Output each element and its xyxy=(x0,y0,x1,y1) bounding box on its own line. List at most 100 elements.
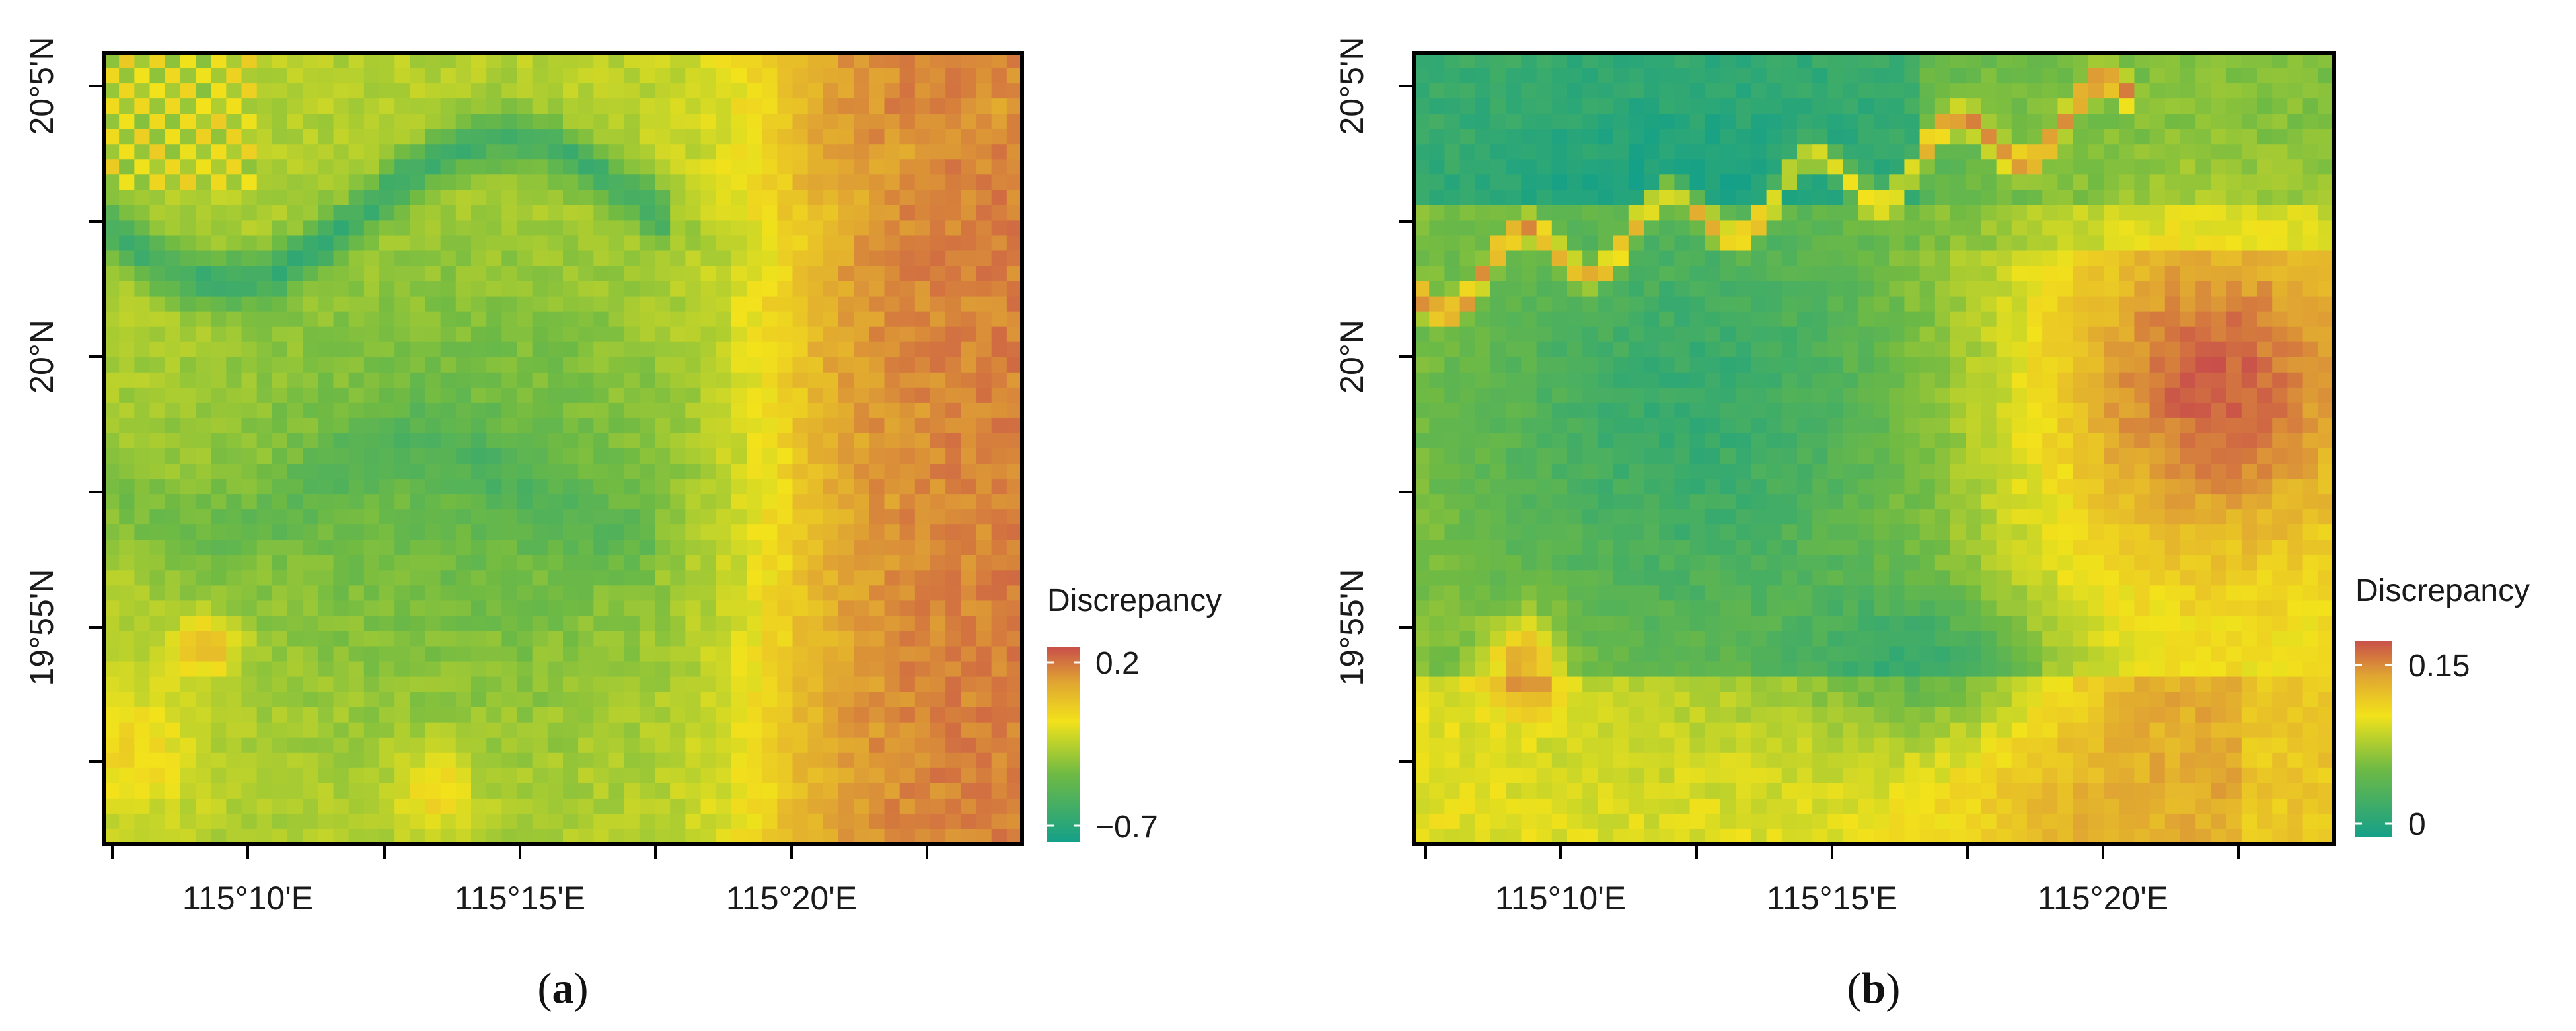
raster-cell xyxy=(1444,114,1461,129)
raster-cell xyxy=(287,737,303,754)
raster-cell xyxy=(1659,387,1675,404)
raster-cell xyxy=(272,616,288,632)
raster-cell xyxy=(425,752,441,769)
raster-cell xyxy=(348,114,365,129)
raster-cell xyxy=(1781,174,1798,190)
raster-cell xyxy=(1858,296,1874,312)
raster-cell xyxy=(410,767,426,784)
raster-cell xyxy=(1950,250,1966,267)
raster-cell xyxy=(899,311,916,328)
raster-cell xyxy=(1536,464,1553,480)
raster-cell xyxy=(854,783,869,799)
raster-cell xyxy=(226,159,242,175)
raster-cell xyxy=(1996,479,2012,495)
raster-cell xyxy=(762,311,778,328)
raster-cell xyxy=(608,737,625,754)
raster-cell xyxy=(1644,114,1660,129)
raster-cell xyxy=(685,98,702,114)
raster-cell xyxy=(1843,341,1859,358)
raster-cell xyxy=(2302,433,2319,449)
raster-cell xyxy=(762,357,778,373)
raster-cell xyxy=(333,372,350,388)
raster-cell xyxy=(655,722,671,738)
raster-cell xyxy=(287,752,303,769)
raster-cell xyxy=(2180,53,2196,69)
raster-cell xyxy=(211,357,227,373)
raster-cell xyxy=(272,266,288,282)
raster-cell xyxy=(226,570,242,586)
raster-cell xyxy=(425,737,441,754)
raster-cell xyxy=(961,464,977,480)
raster-cell xyxy=(1536,341,1553,358)
raster-cell xyxy=(1429,417,1445,434)
raster-cell xyxy=(348,433,365,449)
raster-cell xyxy=(119,600,135,617)
raster-cell xyxy=(869,326,885,343)
raster-cell xyxy=(318,737,334,754)
raster-cell xyxy=(2257,296,2273,312)
raster-cell xyxy=(884,174,901,190)
raster-cell xyxy=(2149,250,2166,267)
raster-cell xyxy=(1966,159,1981,175)
raster-cell xyxy=(532,692,548,708)
raster-cell xyxy=(1889,144,1905,160)
raster-cell xyxy=(532,737,548,754)
raster-cell xyxy=(823,631,839,647)
raster-cell xyxy=(471,296,487,312)
raster-cell xyxy=(425,235,441,252)
raster-cell xyxy=(807,600,824,617)
raster-cell xyxy=(241,722,258,738)
raster-cell xyxy=(1827,494,1844,510)
raster-cell xyxy=(823,357,839,373)
raster-cell xyxy=(241,524,258,540)
raster-cell xyxy=(2164,402,2181,419)
raster-cell xyxy=(1766,479,1783,495)
raster-cell xyxy=(823,767,839,784)
raster-cell xyxy=(1720,326,1736,343)
raster-cell xyxy=(119,296,135,312)
raster-cell xyxy=(914,387,931,404)
raster-cell xyxy=(685,174,702,190)
raster-cell xyxy=(1582,129,1598,145)
raster-cell xyxy=(2104,417,2119,434)
raster-cell xyxy=(348,616,365,632)
raster-cell xyxy=(1827,190,1844,205)
raster-cell xyxy=(455,326,472,343)
raster-cell xyxy=(624,585,640,601)
raster-cell xyxy=(486,752,502,769)
raster-cell xyxy=(2226,402,2242,419)
raster-cell xyxy=(2088,220,2104,236)
raster-cell xyxy=(1934,235,1951,252)
raster-cell xyxy=(287,402,303,419)
raster-cell xyxy=(884,296,901,312)
raster-cell xyxy=(486,417,502,434)
raster-cell xyxy=(1444,220,1461,236)
raster-cell xyxy=(2318,448,2334,464)
raster-cell xyxy=(1598,479,1614,495)
raster-cell xyxy=(1889,235,1905,252)
raster-cell xyxy=(1659,129,1675,145)
raster-cell xyxy=(348,585,365,601)
raster-cell xyxy=(2287,311,2304,328)
raster-cell xyxy=(1919,479,1936,495)
raster-cell xyxy=(1904,68,1921,84)
raster-cell xyxy=(1751,509,1767,525)
raster-cell xyxy=(256,509,273,525)
raster-cell xyxy=(1751,326,1767,343)
raster-cell xyxy=(685,417,702,434)
raster-cell xyxy=(1674,129,1691,145)
raster-cell xyxy=(1598,494,1614,510)
raster-cell xyxy=(1981,509,1997,525)
raster-cell xyxy=(945,448,961,464)
raster-cell xyxy=(303,311,318,328)
raster-cell xyxy=(2195,311,2211,328)
raster-cell xyxy=(303,83,318,99)
raster-cell xyxy=(731,448,747,464)
raster-cell xyxy=(914,722,931,738)
raster-cell xyxy=(547,722,564,738)
raster-cell xyxy=(2149,114,2166,129)
raster-cell xyxy=(256,281,273,297)
raster-cell xyxy=(226,494,242,510)
raster-cell xyxy=(1628,53,1644,69)
raster-cell xyxy=(410,357,426,373)
